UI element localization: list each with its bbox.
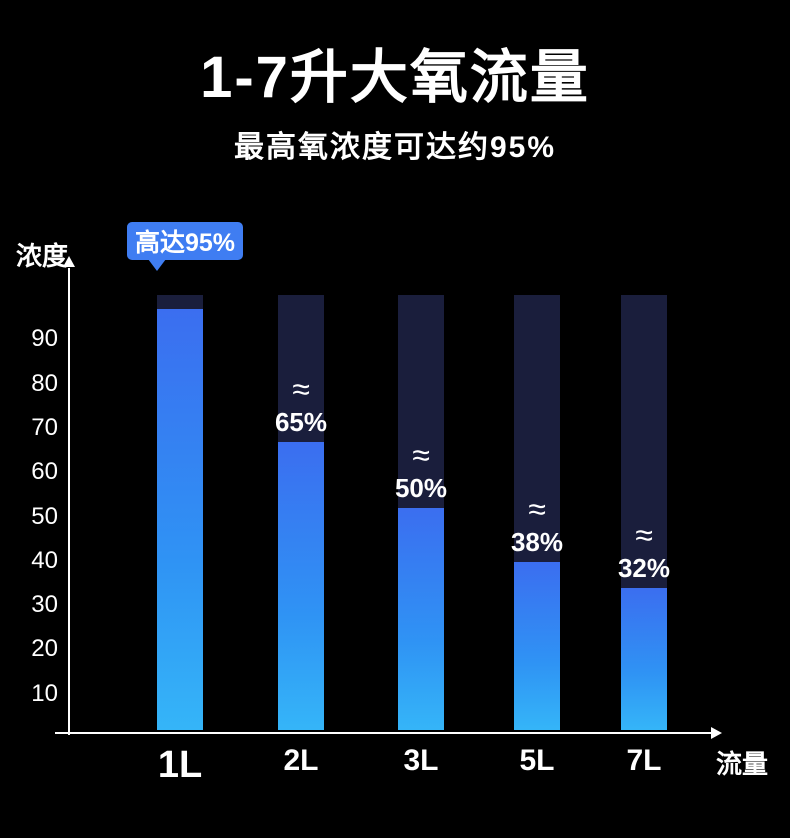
approx-tilde-icon: ≈ [292,371,310,407]
x-category-label: 5L [519,744,555,777]
bar-fill [278,442,324,730]
max-value-callout-badge: 高达95% [127,222,243,260]
approx-tilde-icon: ≈ [635,517,653,553]
x-category-label: 2L [283,744,319,777]
y-tick-label: 60 [31,458,58,486]
bar-track: 38% ≈ [511,295,563,730]
x-axis-line [55,732,711,734]
bar-fill [157,309,203,730]
bar-track: 32% ≈ [618,295,670,730]
page-title: 1-7升大氧流量 [200,45,590,110]
bar-value-label: 38% [510,527,564,557]
approx-tilde-icon: ≈ [412,437,430,473]
y-tick-label: 10 [31,679,58,707]
bar-fill [398,508,444,730]
x-category-label: 7L [626,744,662,777]
bar-track: 65% ≈ [275,295,327,730]
y-tick-label: 70 [31,413,58,441]
approx-tilde-icon: ≈ [528,491,546,527]
bar-value-label: 50% [394,473,448,503]
y-tick-label: 50 [31,502,58,530]
bar-value-label: 65% [274,407,328,437]
y-tick-label: 40 [31,546,58,574]
y-tick-label: 20 [31,635,58,663]
bar-track: 50% ≈ [395,295,447,730]
y-axis-line [68,268,70,735]
y-tick-label: 90 [31,325,58,353]
bar-fill [621,588,667,730]
page-subtitle: 最高氧浓度可达约95% [233,131,557,164]
x-category-label: 3L [403,744,439,777]
y-axis-title: 浓度 [16,241,69,271]
y-tick-label: 80 [31,369,58,397]
x-category-label: 1L [157,744,203,786]
y-axis-arrow-icon [63,256,75,267]
bar-track [157,295,203,730]
callout-pointer-icon [148,259,166,271]
bar-value-label: 32% [617,553,671,583]
x-axis-arrow-icon [711,727,722,739]
y-tick-label: 30 [31,591,58,619]
x-axis-title: 流量 [716,749,769,779]
bar-fill [514,562,560,730]
